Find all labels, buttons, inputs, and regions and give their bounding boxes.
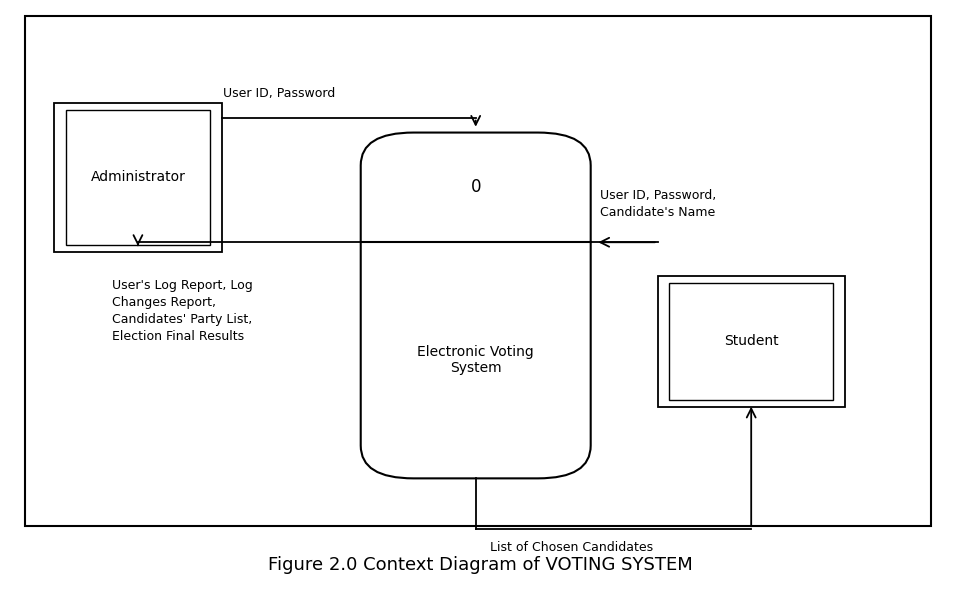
Text: User ID, Password: User ID, Password [223,87,335,100]
Bar [669,283,833,400]
Text: Figure 2.0 Context Diagram of VOTING SYSTEM: Figure 2.0 Context Diagram of VOTING SYS… [268,556,693,574]
Text: User ID, Password,
Candidate's Name: User ID, Password, Candidate's Name [601,189,717,219]
Text: Administrator: Administrator [90,170,185,184]
Text: Student: Student [724,334,778,348]
Text: 0: 0 [471,179,480,196]
Bar [657,276,845,407]
Text: List of Chosen Candidates: List of Chosen Candidates [490,541,653,554]
Bar [54,103,222,252]
FancyBboxPatch shape [360,132,591,479]
Bar [65,110,210,244]
Text: User's Log Report, Log
Changes Report,
Candidates' Party List,
Election Final Re: User's Log Report, Log Changes Report, C… [111,279,253,343]
Text: Electronic Voting
System: Electronic Voting System [417,345,534,376]
Bar [25,16,931,526]
